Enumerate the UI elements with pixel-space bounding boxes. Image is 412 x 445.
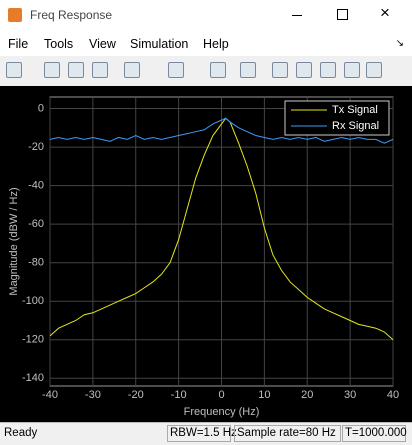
y-tick-label: -80 <box>28 257 44 269</box>
status-text: T=1000.000 <box>345 427 407 439</box>
toolbar-button[interactable] <box>320 62 336 78</box>
status-cell <box>234 425 341 442</box>
y-tick-label: -40 <box>28 180 44 192</box>
x-axis-label: Frequency (Hz) <box>184 406 260 418</box>
menu-item[interactable]: Help <box>203 37 229 51</box>
series-line <box>49 117 394 144</box>
menu-bar: File Tools View Simulation Help <box>0 32 412 56</box>
toolbar-button[interactable] <box>44 62 60 78</box>
legend-label: Tx Signal <box>332 104 378 116</box>
y-tick-label: -120 <box>22 334 44 346</box>
y-tick-label: -100 <box>22 295 44 307</box>
y-tick-label: 0 <box>38 102 44 114</box>
y-axis-label: Magnitude (dBW / Hz) <box>8 187 20 295</box>
close[interactable]: × <box>380 3 390 22</box>
x-tick-label: -20 <box>128 389 144 401</box>
menu-item[interactable]: File <box>8 37 29 51</box>
status-bar: Ready RBW=1.5 Hz Sample rate=80 Hz T=1000.0… <box>0 422 412 445</box>
y-tick-label: -20 <box>28 141 44 153</box>
toolbar <box>0 56 412 87</box>
status-cell <box>342 425 406 442</box>
status-text: Ready <box>4 427 38 439</box>
series-line <box>49 117 394 341</box>
app-icon <box>8 8 22 22</box>
y-tick-label: -60 <box>28 218 44 230</box>
y-tick-label: -140 <box>22 372 44 384</box>
x-tick-label: -30 <box>85 389 101 401</box>
x-tick-label: 0 <box>218 389 224 401</box>
title-bar: Freq Response × <box>0 0 412 32</box>
legend-box <box>284 100 390 136</box>
minimize[interactable] <box>292 15 302 16</box>
toolbar-button[interactable] <box>272 62 288 78</box>
menu-item[interactable]: Tools <box>44 37 74 51</box>
toolbar-button[interactable] <box>168 62 184 78</box>
x-tick-label: 10 <box>258 389 270 401</box>
chart: 0-20-40-60-80-100-120-140-40 -30 -20 -10 0 10… <box>0 86 412 422</box>
menu-item[interactable]: View <box>89 37 116 51</box>
x-tick-label: 40 <box>387 389 399 401</box>
toolbar-button[interactable] <box>366 62 382 78</box>
x-tick-label: 20 <box>301 389 313 401</box>
menu-item[interactable]: Simulation <box>130 37 189 51</box>
x-tick-label: -40 <box>42 389 58 401</box>
toolbar-button[interactable] <box>240 62 256 78</box>
dock-arrow[interactable]: ↘ <box>395 38 404 49</box>
toolbar-button[interactable] <box>92 62 108 78</box>
status-cell <box>167 425 231 442</box>
legend-label: Rx Signal <box>332 120 379 132</box>
status-text: Sample rate=80 Hz <box>237 427 336 439</box>
window-title: Freq Response <box>30 8 113 22</box>
toolbar-button[interactable] <box>210 62 226 78</box>
toolbar-button[interactable] <box>296 62 312 78</box>
toolbar-button[interactable] <box>68 62 84 78</box>
status-text: RBW=1.5 Hz <box>170 427 237 439</box>
x-tick-label: -10 <box>171 389 187 401</box>
toolbar-button[interactable] <box>6 62 22 78</box>
x-tick-label: 30 <box>344 389 356 401</box>
toolbar-button[interactable] <box>124 62 140 78</box>
toolbar-button[interactable] <box>344 62 360 78</box>
maximize[interactable] <box>337 9 348 20</box>
